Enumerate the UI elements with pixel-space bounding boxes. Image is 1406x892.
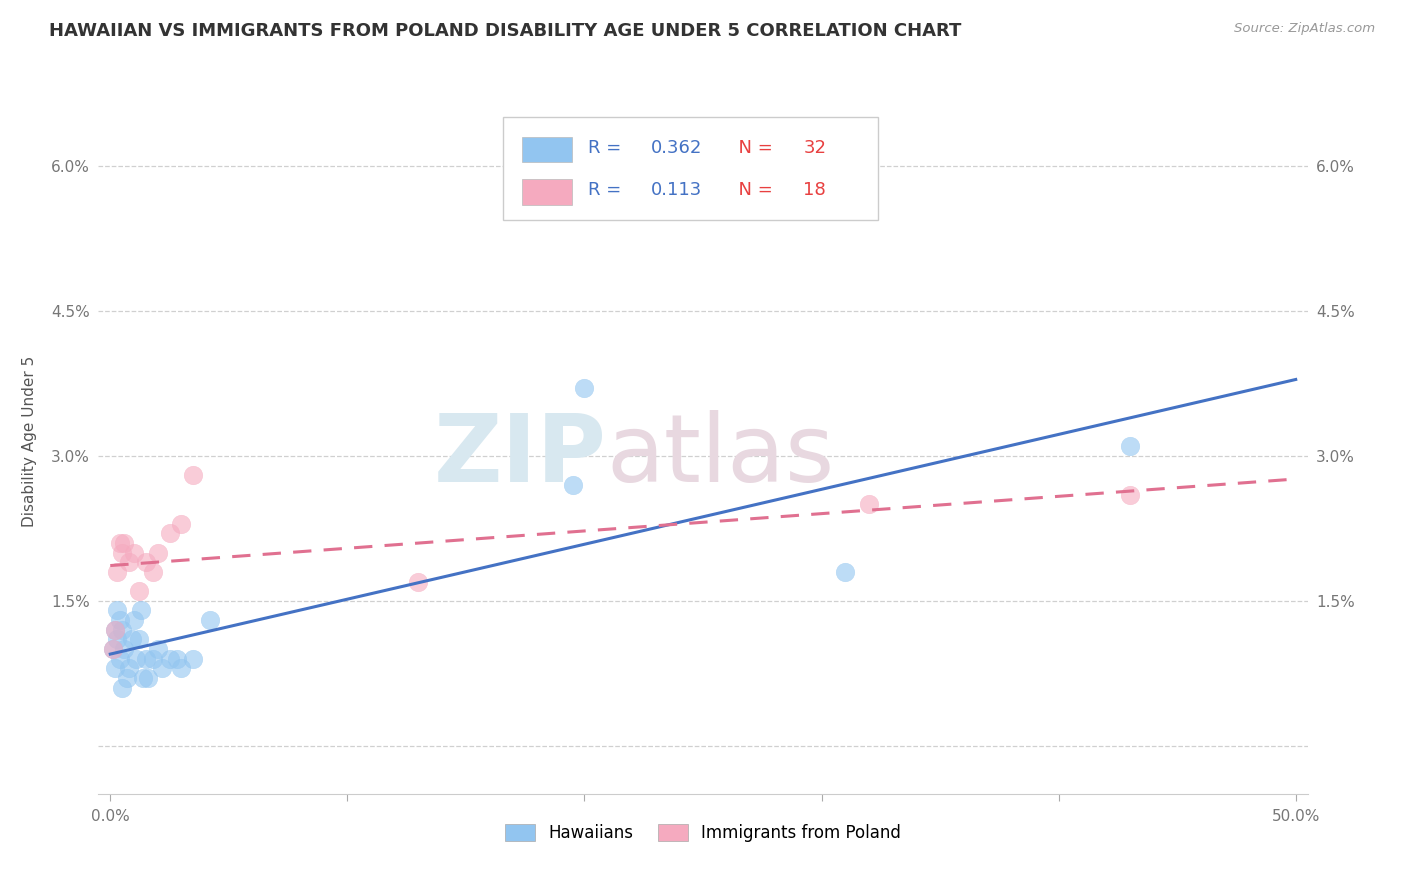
Text: N =: N = bbox=[727, 181, 779, 199]
Point bbox=[408, 574, 430, 589]
Point bbox=[111, 623, 134, 637]
Point bbox=[118, 555, 141, 569]
Point bbox=[114, 642, 136, 657]
Point bbox=[1119, 488, 1142, 502]
Point bbox=[114, 536, 136, 550]
Point bbox=[121, 632, 143, 647]
Text: N =: N = bbox=[727, 138, 779, 157]
Text: R =: R = bbox=[588, 181, 633, 199]
Point bbox=[166, 651, 188, 665]
Point bbox=[125, 651, 148, 665]
Point bbox=[136, 671, 159, 685]
Point bbox=[135, 555, 157, 569]
Point bbox=[111, 545, 134, 559]
Point bbox=[198, 613, 221, 627]
Point bbox=[108, 536, 131, 550]
Point bbox=[135, 651, 157, 665]
Point bbox=[142, 565, 165, 579]
Point bbox=[122, 545, 145, 559]
Text: 32: 32 bbox=[803, 138, 827, 157]
Text: 18: 18 bbox=[803, 181, 827, 199]
FancyBboxPatch shape bbox=[503, 118, 879, 219]
FancyBboxPatch shape bbox=[522, 136, 572, 162]
Text: 0.362: 0.362 bbox=[651, 138, 703, 157]
Text: Source: ZipAtlas.com: Source: ZipAtlas.com bbox=[1234, 22, 1375, 36]
Point bbox=[170, 661, 193, 675]
Point bbox=[561, 478, 583, 492]
Point bbox=[159, 526, 181, 541]
Y-axis label: Disability Age Under 5: Disability Age Under 5 bbox=[22, 356, 38, 527]
Point bbox=[142, 651, 165, 665]
Point bbox=[104, 623, 127, 637]
Legend: Hawaiians, Immigrants from Poland: Hawaiians, Immigrants from Poland bbox=[498, 817, 908, 849]
Text: HAWAIIAN VS IMMIGRANTS FROM POLAND DISABILITY AGE UNDER 5 CORRELATION CHART: HAWAIIAN VS IMMIGRANTS FROM POLAND DISAB… bbox=[49, 22, 962, 40]
Point bbox=[170, 516, 193, 531]
Point bbox=[104, 623, 127, 637]
Point bbox=[181, 651, 204, 665]
Point bbox=[574, 381, 596, 395]
Point bbox=[122, 613, 145, 627]
Point bbox=[105, 565, 128, 579]
Point bbox=[105, 603, 128, 617]
Point bbox=[834, 565, 856, 579]
Text: ZIP: ZIP bbox=[433, 409, 606, 501]
Point bbox=[152, 661, 174, 675]
Point bbox=[129, 603, 152, 617]
Point bbox=[115, 671, 138, 685]
FancyBboxPatch shape bbox=[522, 179, 572, 205]
Point bbox=[105, 632, 128, 647]
Point bbox=[128, 632, 150, 647]
Point bbox=[118, 661, 141, 675]
Point bbox=[181, 468, 204, 483]
Point bbox=[104, 661, 127, 675]
Point bbox=[111, 681, 134, 695]
Point bbox=[146, 545, 169, 559]
Point bbox=[101, 642, 124, 657]
Text: R =: R = bbox=[588, 138, 627, 157]
Point bbox=[128, 584, 150, 599]
Point bbox=[108, 613, 131, 627]
Point bbox=[858, 497, 880, 511]
Point bbox=[146, 642, 169, 657]
Point bbox=[1119, 439, 1142, 453]
Text: atlas: atlas bbox=[606, 409, 835, 501]
Point bbox=[132, 671, 155, 685]
Text: 0.113: 0.113 bbox=[651, 181, 702, 199]
Point bbox=[101, 642, 124, 657]
Point bbox=[159, 651, 181, 665]
Point bbox=[108, 651, 131, 665]
